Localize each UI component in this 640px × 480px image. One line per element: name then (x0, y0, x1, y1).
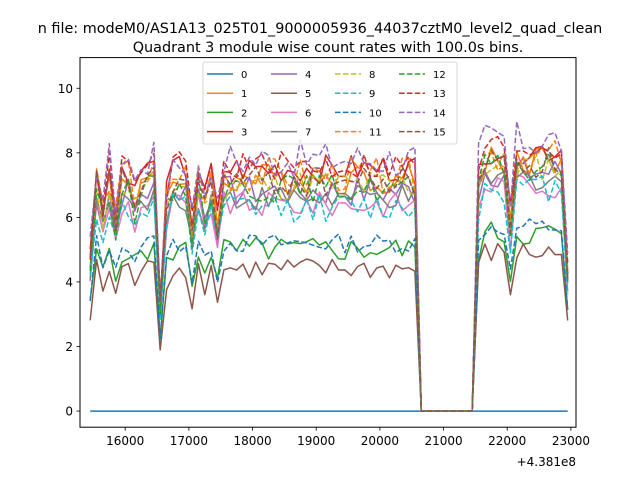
x-axis: 16000 17000 18000 19000 20000 21000 22000 23000 (106, 427, 590, 448)
y-tick-label: 10 (58, 82, 73, 96)
y-tick-label: 2 (65, 340, 73, 354)
y-tick-label: 0 (65, 405, 73, 419)
x-tick-label: 18000 (233, 434, 271, 448)
chart-title: Quadrant 3 module wise count rates with … (133, 40, 524, 56)
plot-frame (79, 57, 577, 428)
series-line-7 (89, 170, 569, 412)
legend-label: 4 (305, 70, 311, 81)
legend-label: 6 (305, 108, 311, 119)
series-line-11 (89, 139, 569, 412)
legend-label: 2 (241, 108, 247, 119)
legend-label: 11 (369, 128, 382, 139)
legend-label: 3 (241, 128, 247, 139)
y-axis: 0 2 4 6 8 10 (58, 82, 80, 419)
x-tick-label: 22000 (488, 434, 526, 448)
figure-suptitle: n file: modeM0/AS1A13_025T01_9000005936_… (38, 21, 603, 37)
series-line-10 (89, 218, 569, 412)
legend-label: 13 (433, 89, 446, 100)
legend-label: 5 (305, 89, 311, 100)
x-axis-offset-label: +4.381e8 (517, 455, 576, 469)
legend-label: 8 (369, 70, 375, 81)
legend-label: 14 (433, 108, 446, 119)
series-line-14 (89, 120, 569, 412)
x-tick-label: 16000 (106, 434, 144, 448)
y-tick-label: 8 (65, 146, 73, 160)
x-tick-label: 23000 (552, 434, 590, 448)
legend-label: 10 (369, 108, 382, 119)
legend-label: 1 (241, 89, 247, 100)
series-layer (89, 120, 569, 412)
y-tick-label: 4 (65, 275, 73, 289)
legend-label: 9 (369, 89, 375, 100)
series-line-5 (89, 242, 569, 412)
x-tick-label: 17000 (170, 434, 208, 448)
x-tick-label: 19000 (297, 434, 335, 448)
series-line-8 (89, 151, 569, 412)
x-tick-label: 20000 (361, 434, 399, 448)
x-tick-label: 21000 (424, 434, 462, 448)
series-line-9 (89, 175, 569, 412)
series-line-2 (89, 221, 569, 412)
legend-label: 12 (433, 70, 446, 81)
legend-box (202, 61, 458, 145)
legend-label: 15 (433, 128, 446, 139)
legend-label: 0 (241, 70, 247, 81)
legend-label: 7 (305, 128, 311, 139)
y-tick-label: 6 (65, 211, 73, 225)
series-line-3 (89, 145, 569, 412)
